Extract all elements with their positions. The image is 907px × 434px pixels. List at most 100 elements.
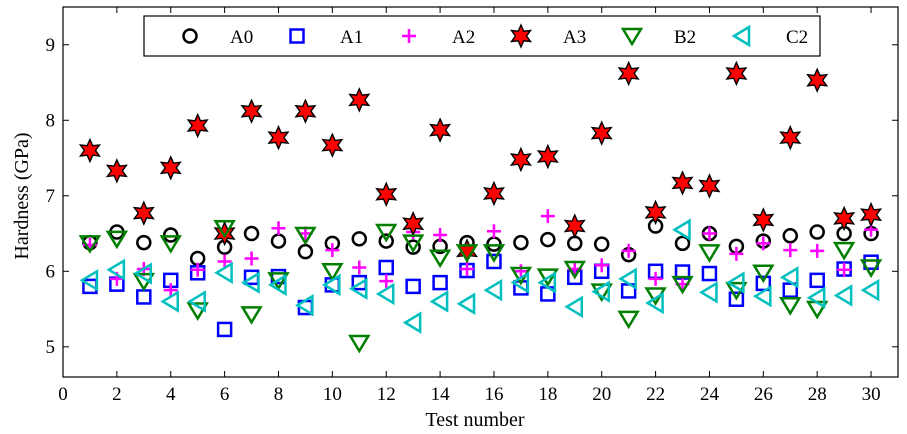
legend-box xyxy=(143,15,821,57)
data-point-b2 xyxy=(482,244,506,263)
data-point-a0 xyxy=(351,231,368,247)
data-point-a2 xyxy=(486,224,501,239)
data-point-a3 xyxy=(267,124,290,151)
data-point-c2 xyxy=(806,286,826,309)
data-point-a3 xyxy=(429,117,452,143)
x-tick-label: 20 xyxy=(592,384,611,405)
data-point-a3 xyxy=(779,124,802,151)
data-point-c2 xyxy=(752,284,772,308)
x-tick-label: 0 xyxy=(58,384,68,405)
data-point-a3 xyxy=(725,60,748,87)
data-point-a2 xyxy=(783,243,798,258)
series-a3 xyxy=(78,60,883,264)
data-point-a2 xyxy=(702,226,717,241)
data-point-a2 xyxy=(648,271,663,286)
data-point-a0 xyxy=(593,236,610,252)
data-point-b2 xyxy=(859,259,883,278)
data-point-a1 xyxy=(432,274,448,291)
data-point-b2 xyxy=(698,244,721,263)
data-point-c2 xyxy=(699,281,718,304)
data-point-a2 xyxy=(163,283,178,298)
data-point-a0 xyxy=(486,236,502,252)
legend-label-a0: A0 xyxy=(230,27,253,48)
data-point-a0 xyxy=(297,243,314,260)
data-point-b2 xyxy=(375,223,398,243)
x-tick-label: 30 xyxy=(862,384,881,405)
data-point-a0 xyxy=(567,235,583,252)
plot-frame xyxy=(62,6,899,378)
data-point-a0 xyxy=(540,231,556,248)
data-point-c2 xyxy=(160,290,179,313)
y-tick-label: 9 xyxy=(46,35,56,56)
data-point-a1 xyxy=(782,282,799,298)
data-point-a1 xyxy=(809,272,825,289)
legend-label-b2: B2 xyxy=(674,27,696,48)
data-point-a2 xyxy=(513,264,528,279)
data-point-c2 xyxy=(79,269,99,292)
data-point-a3 xyxy=(563,213,586,239)
data-point-b2 xyxy=(78,235,102,254)
data-point-a3 xyxy=(644,199,667,226)
data-point-b2 xyxy=(294,226,317,246)
data-point-c2 xyxy=(725,271,745,294)
x-tick-label: 6 xyxy=(220,384,230,405)
legend: A0 A1 A2 A3 B2 C2 xyxy=(143,15,821,57)
data-point-c2 xyxy=(348,277,368,300)
data-point-a2 xyxy=(621,243,636,258)
data-point-c2 xyxy=(268,273,287,297)
data-point-b2 xyxy=(348,334,371,354)
x-tick-label: 14 xyxy=(431,384,451,405)
data-point-c2 xyxy=(672,218,691,241)
data-point-a0 xyxy=(162,227,179,243)
x-tick-label: 24 xyxy=(700,384,720,405)
data-point-a1 xyxy=(701,265,718,282)
data-point-c2 xyxy=(645,291,664,315)
y-tick-label: 7 xyxy=(46,186,56,207)
data-point-a2 xyxy=(271,221,286,236)
x-tick-label: 18 xyxy=(538,384,557,405)
data-point-c2 xyxy=(618,267,637,291)
legend-marker-a3 xyxy=(509,23,533,49)
data-point-a2 xyxy=(190,262,205,277)
data-point-c2 xyxy=(241,271,260,294)
data-point-a3 xyxy=(321,132,344,158)
data-point-a2 xyxy=(810,243,825,258)
legend-label-c2: C2 xyxy=(786,27,808,48)
data-point-a0 xyxy=(782,228,799,244)
legend-label-a1: A1 xyxy=(340,27,363,48)
data-point-a3 xyxy=(671,170,694,196)
data-point-a3 xyxy=(860,201,883,228)
data-point-c2 xyxy=(214,261,233,285)
data-point-c2 xyxy=(294,294,314,317)
data-point-b2 xyxy=(321,263,344,282)
legend-marker-b2 xyxy=(620,27,644,47)
data-point-a2 xyxy=(594,258,609,273)
data-point-a3 xyxy=(159,155,182,181)
y-tick-label: 8 xyxy=(46,110,56,131)
y-axis-ticks: 5 6 7 8 9 xyxy=(46,35,898,358)
data-point-a3 xyxy=(375,181,398,208)
data-point-b2 xyxy=(779,297,802,316)
data-point-b2 xyxy=(617,310,640,330)
data-point-b2 xyxy=(240,306,263,325)
data-point-a2 xyxy=(756,236,771,251)
data-point-a3 xyxy=(186,112,209,139)
x-tick-label: 2 xyxy=(112,384,122,405)
data-point-a3 xyxy=(833,205,856,232)
data-point-c2 xyxy=(537,271,557,294)
data-point-a2 xyxy=(540,209,555,224)
series-c2 xyxy=(79,218,880,334)
legend-marker-a1 xyxy=(289,28,305,44)
legend-label-a3: A3 xyxy=(563,27,586,48)
data-point-a1 xyxy=(755,275,772,292)
data-point-c2 xyxy=(187,290,206,313)
data-point-c2 xyxy=(456,292,476,315)
data-point-b2 xyxy=(213,219,236,239)
x-tick-label: 4 xyxy=(166,384,176,405)
data-point-a1 xyxy=(486,253,502,270)
data-point-a3 xyxy=(806,67,829,93)
x-axis-ticks: 0 2 4 6 8 10 12 14 16 18 20 22 24 26 28 30 xyxy=(58,7,881,405)
data-point-a2 xyxy=(352,260,367,275)
data-point-a2 xyxy=(379,274,394,289)
